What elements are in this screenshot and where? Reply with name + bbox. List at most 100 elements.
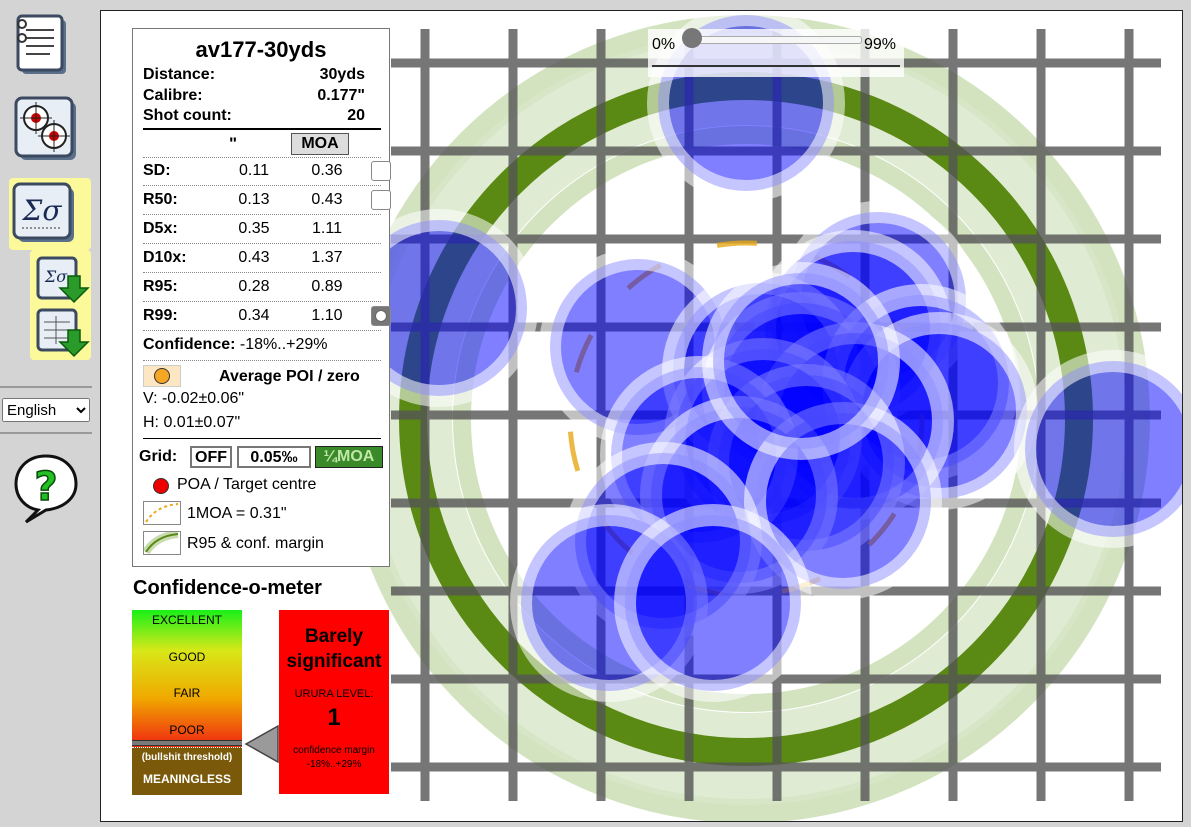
level-excellent: EXCELLENT bbox=[151, 613, 223, 627]
verdict-line1: Barely bbox=[304, 626, 364, 647]
threshold-marker bbox=[132, 740, 242, 746]
help-button[interactable]: ? bbox=[12, 452, 82, 524]
divider bbox=[143, 272, 381, 273]
divider bbox=[143, 360, 381, 361]
divider bbox=[143, 438, 381, 439]
slider-underline bbox=[652, 65, 900, 67]
shot-count-label: Shot count: bbox=[143, 107, 232, 124]
distance-row: Distance: 30yds bbox=[143, 66, 365, 84]
stat-key: D10x: bbox=[143, 249, 187, 266]
slider-min-label: 0% bbox=[652, 36, 676, 53]
confidence-row: Confidence: -18%..+29% bbox=[143, 336, 328, 354]
stat-key: R95: bbox=[143, 278, 178, 295]
shot-mark bbox=[1014, 350, 1182, 548]
calibre-label: Calibre: bbox=[143, 87, 203, 104]
sigma-icon: Σσ bbox=[12, 182, 74, 242]
grid-moa-button[interactable]: ¼MOA bbox=[315, 446, 383, 468]
r95-legend-icon bbox=[142, 530, 181, 555]
grid-off-button[interactable]: OFF bbox=[190, 446, 232, 468]
unit-inch-button[interactable]: " bbox=[229, 134, 238, 153]
confidence-value: -18%..+29% bbox=[239, 336, 328, 353]
urura-value: 1 bbox=[327, 704, 341, 731]
stat-moa: 1.10 bbox=[311, 307, 343, 324]
distance-label: Distance: bbox=[143, 66, 216, 83]
sidebar-divider bbox=[0, 386, 92, 388]
r99-toggle[interactable] bbox=[371, 306, 391, 326]
meter-pointer bbox=[244, 724, 279, 764]
level-poor: POOR bbox=[169, 723, 205, 737]
stat-inch: 0.11 bbox=[239, 162, 269, 179]
divider bbox=[143, 301, 381, 302]
stat-row-d10x: D10x: 0.43 1.37 bbox=[143, 244, 383, 272]
sidebar-divider bbox=[0, 432, 92, 434]
poa-legend: POA / Target centre bbox=[177, 476, 317, 493]
meaningless-label: MEANINGLESS bbox=[142, 772, 231, 786]
moa-legend-icon bbox=[143, 501, 181, 525]
stat-inch: 0.13 bbox=[238, 191, 270, 208]
language-select[interactable]: English bbox=[2, 398, 90, 422]
divider bbox=[143, 214, 381, 215]
moa-legend: 1MOA = 0.31" bbox=[187, 505, 287, 522]
confidence-scale: EXCELLENT GOOD FAIR POOR (bullshit thres… bbox=[132, 610, 242, 795]
grid-005-button[interactable]: 0.05‰ bbox=[237, 446, 311, 468]
r50-toggle[interactable] bbox=[371, 190, 391, 210]
divider bbox=[143, 330, 381, 331]
divider bbox=[143, 157, 381, 158]
divider bbox=[143, 243, 381, 244]
stat-inch: 0.35 bbox=[238, 220, 270, 237]
divider bbox=[143, 128, 381, 130]
slider-max-label: 99% bbox=[864, 36, 897, 53]
stat-row-d5x: D5x: 0.35 1.11 bbox=[143, 215, 383, 243]
export-table-tool[interactable] bbox=[34, 306, 90, 358]
export-stats-tool[interactable]: Σσ bbox=[34, 254, 90, 304]
target-canvas[interactable] bbox=[101, 11, 1182, 821]
stat-moa: 1.11 bbox=[312, 220, 342, 237]
unit-moa-button[interactable]: MOA bbox=[291, 133, 349, 155]
poa-icon bbox=[153, 478, 169, 494]
confidence-label: Confidence: bbox=[143, 336, 236, 353]
export-stats-icon: Σσ bbox=[36, 256, 90, 304]
stat-moa: 0.43 bbox=[311, 191, 343, 208]
notes-tool[interactable] bbox=[10, 10, 78, 80]
stat-moa: 0.89 bbox=[311, 278, 343, 295]
zoom-slider-panel: 0% 99% bbox=[648, 28, 904, 77]
poi-icon bbox=[154, 368, 170, 384]
poi-vertical: V: -0.02±0.06" bbox=[143, 390, 245, 407]
notepad-icon bbox=[16, 14, 66, 74]
threshold-label: (bullshit threshold) bbox=[141, 752, 233, 763]
panel-title: av177-30yds bbox=[195, 37, 327, 62]
stat-row-r95: R95: 0.28 0.89 bbox=[143, 273, 383, 301]
stat-key: R99: bbox=[143, 307, 178, 324]
meaningless-zone: (bullshit threshold) MEANINGLESS bbox=[132, 747, 242, 795]
stat-key: D5x: bbox=[143, 220, 178, 237]
targets-tool[interactable] bbox=[12, 94, 80, 164]
distance-value: 30yds bbox=[319, 66, 365, 83]
help-icon: ? bbox=[14, 454, 78, 524]
level-good: GOOD bbox=[168, 650, 206, 664]
margin-label: confidence margin bbox=[293, 745, 375, 756]
zoom-slider-track[interactable] bbox=[688, 36, 862, 44]
sd-toggle[interactable] bbox=[371, 161, 391, 181]
stat-row-r50: R50: 0.13 0.43 bbox=[143, 186, 391, 214]
shot-mark bbox=[614, 504, 812, 702]
statistics-tool[interactable]: Σσ bbox=[12, 182, 78, 244]
poi-label: Average POI / zero bbox=[219, 368, 360, 385]
stat-row-sd: SD: 0.11 0.36 bbox=[143, 157, 391, 185]
level-fair: FAIR bbox=[173, 686, 201, 700]
stat-moa: 0.36 bbox=[311, 162, 343, 179]
calibre-row: Calibre: 0.177" bbox=[143, 87, 365, 105]
urura-label: URURA LEVEL: bbox=[294, 688, 374, 700]
stat-inch: 0.43 bbox=[238, 249, 270, 266]
verdict-line2: significant bbox=[286, 651, 382, 672]
margin-value: -18%..+29% bbox=[306, 759, 362, 770]
sidebar: Σσ Σσ English ? bbox=[0, 0, 92, 827]
stat-key: SD: bbox=[143, 162, 171, 179]
stat-inch: 0.34 bbox=[238, 307, 270, 324]
stat-key: R50: bbox=[143, 191, 178, 208]
poi-toggle[interactable] bbox=[143, 365, 181, 387]
zoom-slider-handle[interactable] bbox=[682, 28, 702, 48]
target-view[interactable]: 0% 99% bbox=[100, 10, 1183, 822]
shot-count-value: 20 bbox=[347, 107, 365, 124]
divider bbox=[143, 185, 381, 186]
svg-text:?: ? bbox=[34, 464, 57, 510]
